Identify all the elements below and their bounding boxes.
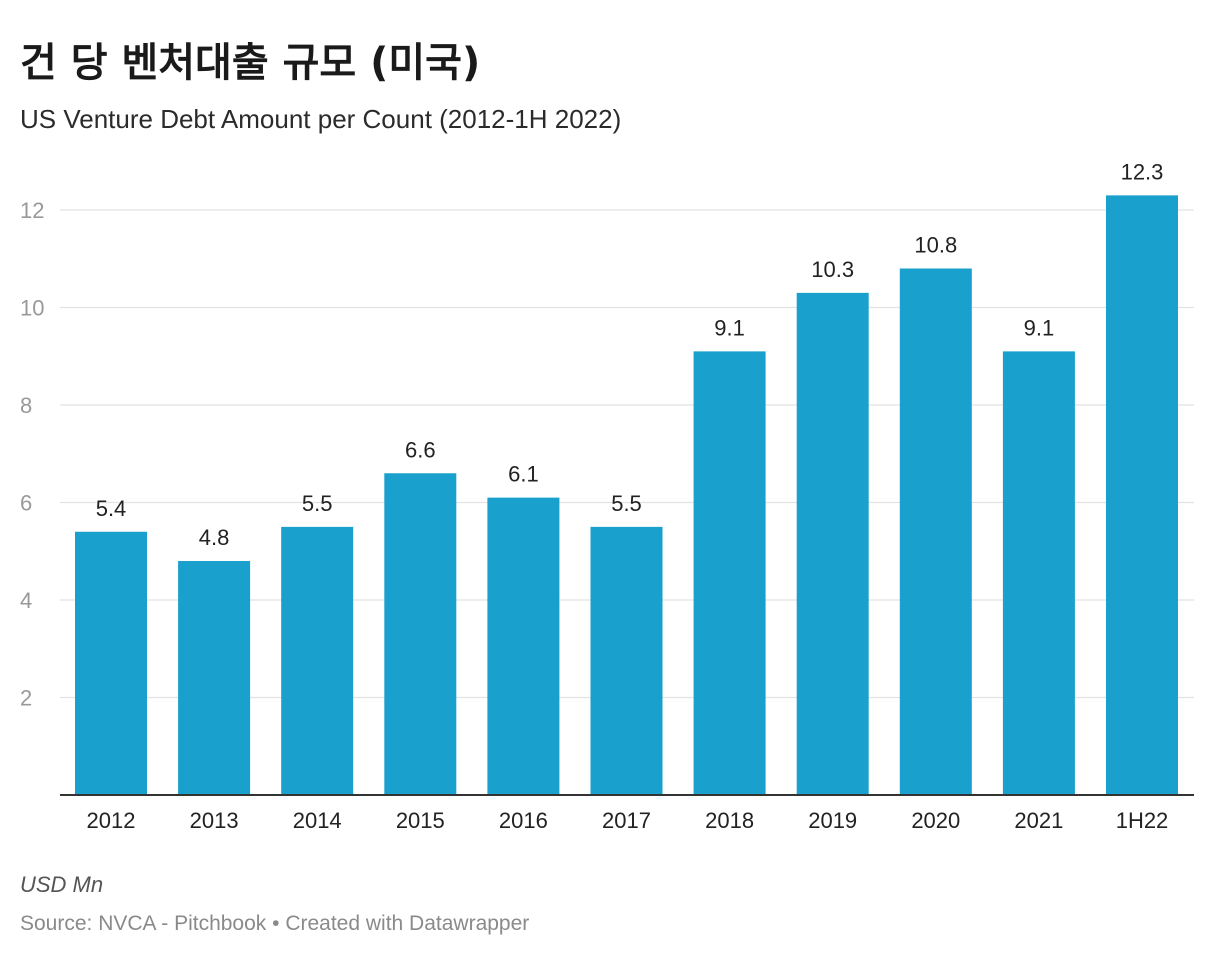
bar (693, 351, 766, 795)
bar (178, 561, 251, 795)
footer-separator: • (266, 912, 286, 935)
bar (75, 531, 147, 795)
bar-value-label: 5.4 (96, 496, 127, 521)
bar (1002, 351, 1075, 795)
bar-value-label: 5.5 (611, 491, 642, 516)
source-text: NVCA - Pitchbook (98, 912, 267, 935)
x-tick-label: 2021 (1014, 808, 1063, 833)
x-tick-label: 2012 (87, 808, 136, 833)
bar (1106, 195, 1178, 795)
y-tick-label: 6 (20, 491, 32, 516)
bar-value-label: 9.1 (714, 315, 745, 340)
chart-title: 건 당 벤처대출 규모 (미국) (20, 40, 481, 86)
bar-value-label: 12.3 (1121, 159, 1164, 184)
y-tick-label: 10 (20, 296, 44, 321)
bar-value-label: 4.8 (199, 525, 230, 550)
bar (487, 497, 560, 795)
bar (281, 526, 354, 795)
bar (384, 473, 457, 795)
x-tick-label: 2014 (293, 808, 342, 833)
bar-value-label: 10.3 (811, 257, 854, 282)
y-tick-label: 2 (20, 686, 32, 711)
x-tick-label: 2019 (808, 808, 857, 833)
x-tick-label: 2017 (602, 808, 651, 833)
bars (75, 195, 1178, 795)
bar-value-label: 6.1 (508, 462, 539, 487)
x-tick-label: 2020 (911, 808, 960, 833)
bar (796, 292, 869, 795)
source-label: Source: (20, 912, 99, 935)
bar-value-label: 6.6 (405, 437, 436, 462)
chart-notes: USD Mn (20, 872, 104, 897)
x-tick-label: 2018 (705, 808, 754, 833)
credit-text: Created with Datawrapper (285, 912, 530, 935)
bar-value-label: 10.8 (914, 233, 957, 258)
y-tick-label: 4 (20, 588, 32, 613)
value-labels: 5.4 4.8 5.5 6.6 6.1 5.5 9.1 10.3 10.8 9.1 12.3 (96, 159, 1164, 550)
bar-value-label: 9.1 (1024, 315, 1055, 340)
chart-footer: Source: NVCA - Pitchbook • Created with … (20, 912, 529, 936)
bar (899, 268, 972, 795)
x-tick-label: 2015 (396, 808, 445, 833)
x-tick-label: 1H22 (1116, 808, 1169, 833)
x-tick-label: 2013 (190, 808, 239, 833)
y-tick-label: 8 (20, 393, 32, 418)
x-axis: 2012 2013 2014 2015 2016 2017 2018 2019 2020 2021… (60, 794, 1194, 833)
chart-subtitle: US Venture Debt Amount per Count (2012-1… (20, 104, 622, 134)
x-tick-label: 2016 (499, 808, 548, 833)
bar (590, 526, 663, 795)
bar-value-label: 5.5 (302, 491, 333, 516)
y-tick-label: 12 (20, 198, 44, 223)
